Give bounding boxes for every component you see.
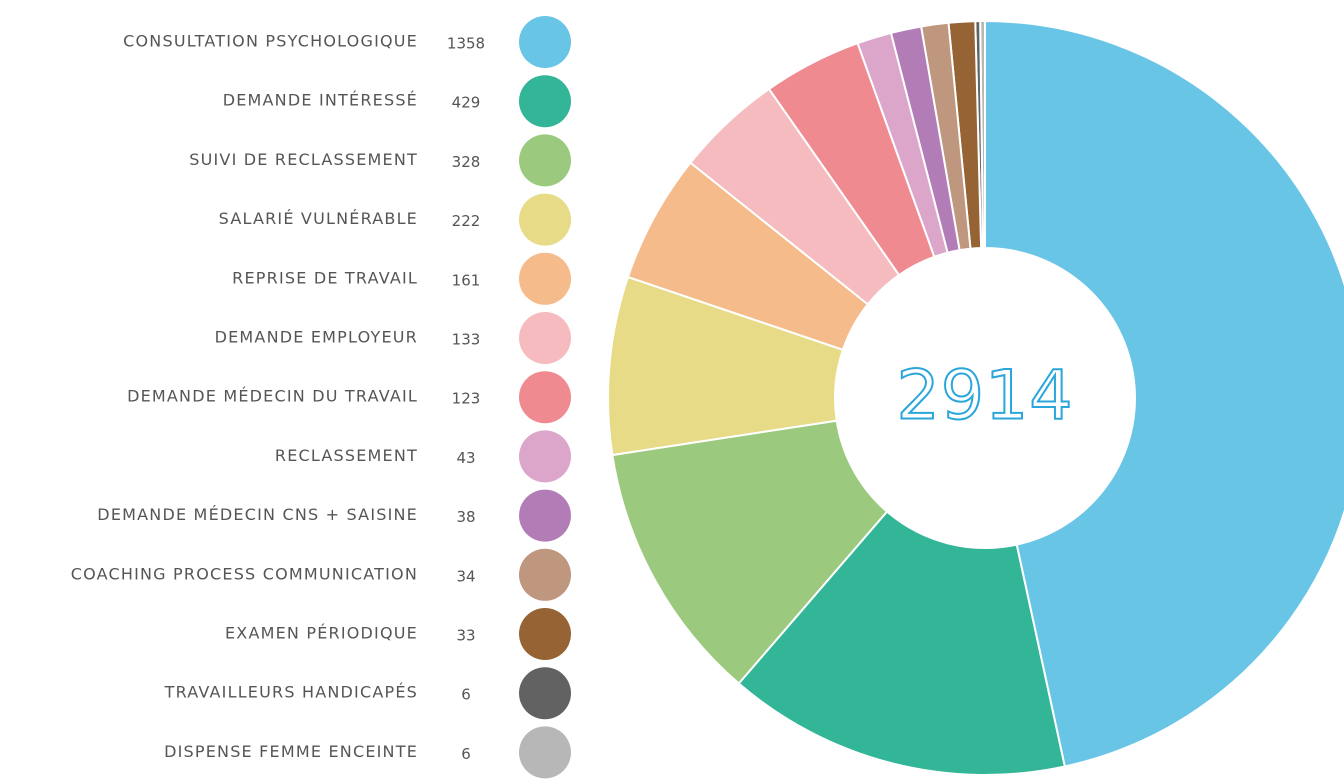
legend-swatch [519,252,571,305]
legend-swatch [519,548,571,601]
legend-value: 123 [452,390,481,408]
legend-value: 33 [456,627,475,645]
legend-swatch [519,312,571,364]
legend-swatch [519,16,571,68]
legend-label: DISPENSE FEMME ENCEINTE [164,742,418,761]
slice [611,419,889,685]
slice [688,87,901,306]
legend-swatch [519,193,571,246]
legend-value: 6 [461,686,471,704]
legend-label: DEMANDE MÉDECIN DU TRAVAIL [127,387,418,406]
slice [767,41,936,277]
slice [607,275,845,457]
legend-swatch [519,134,571,187]
legend-label: REPRISE DE TRAVAIL [232,268,418,287]
legend-value: 38 [456,508,475,526]
legend-label: TRAVAILLEURS HANDICAPÉS [164,683,418,702]
legend-value: 328 [452,153,481,171]
legend-swatch [519,430,571,483]
center-total: 2914 [896,357,1073,436]
legend-label: DEMANDE MÉDECIN CNS + SAISINE [97,505,418,524]
slice [984,19,1344,768]
legend-label: RECLASSEMENT [275,446,418,465]
legend-value: 1358 [447,35,485,53]
legend-value: 161 [452,271,481,289]
legend-swatch [519,371,571,424]
slice [856,31,949,259]
legend-label: CONSULTATION PSYCHOLOGIQUE [123,32,418,51]
legend-label: COACHING PROCESS COMMUNICATION [71,564,418,583]
legend-label: SUIVI DE RECLASSEMENT [189,150,418,169]
legend-label: DEMANDE EMPLOYEUR [215,328,418,347]
legend-value: 43 [456,449,475,467]
legend-swatch [519,726,571,779]
legend-value: 133 [452,331,481,349]
legend-label: SALARIÉ VULNÉRABLE [219,209,418,228]
legend-value: 429 [452,94,481,112]
legend-value: 34 [456,567,475,585]
legend-value: 222 [452,212,481,230]
legend-swatch [519,75,571,128]
legend-value: 6 [461,745,471,763]
slice [889,25,961,254]
legend-swatch [519,608,571,660]
slice [626,161,870,352]
slice [737,510,1067,776]
legend-swatch [519,489,571,542]
legend-label: EXAMEN PÉRIODIQUE [225,624,418,643]
legend-swatch [519,667,571,720]
legend-label: DEMANDE INTÉRESSÉ [223,91,418,110]
